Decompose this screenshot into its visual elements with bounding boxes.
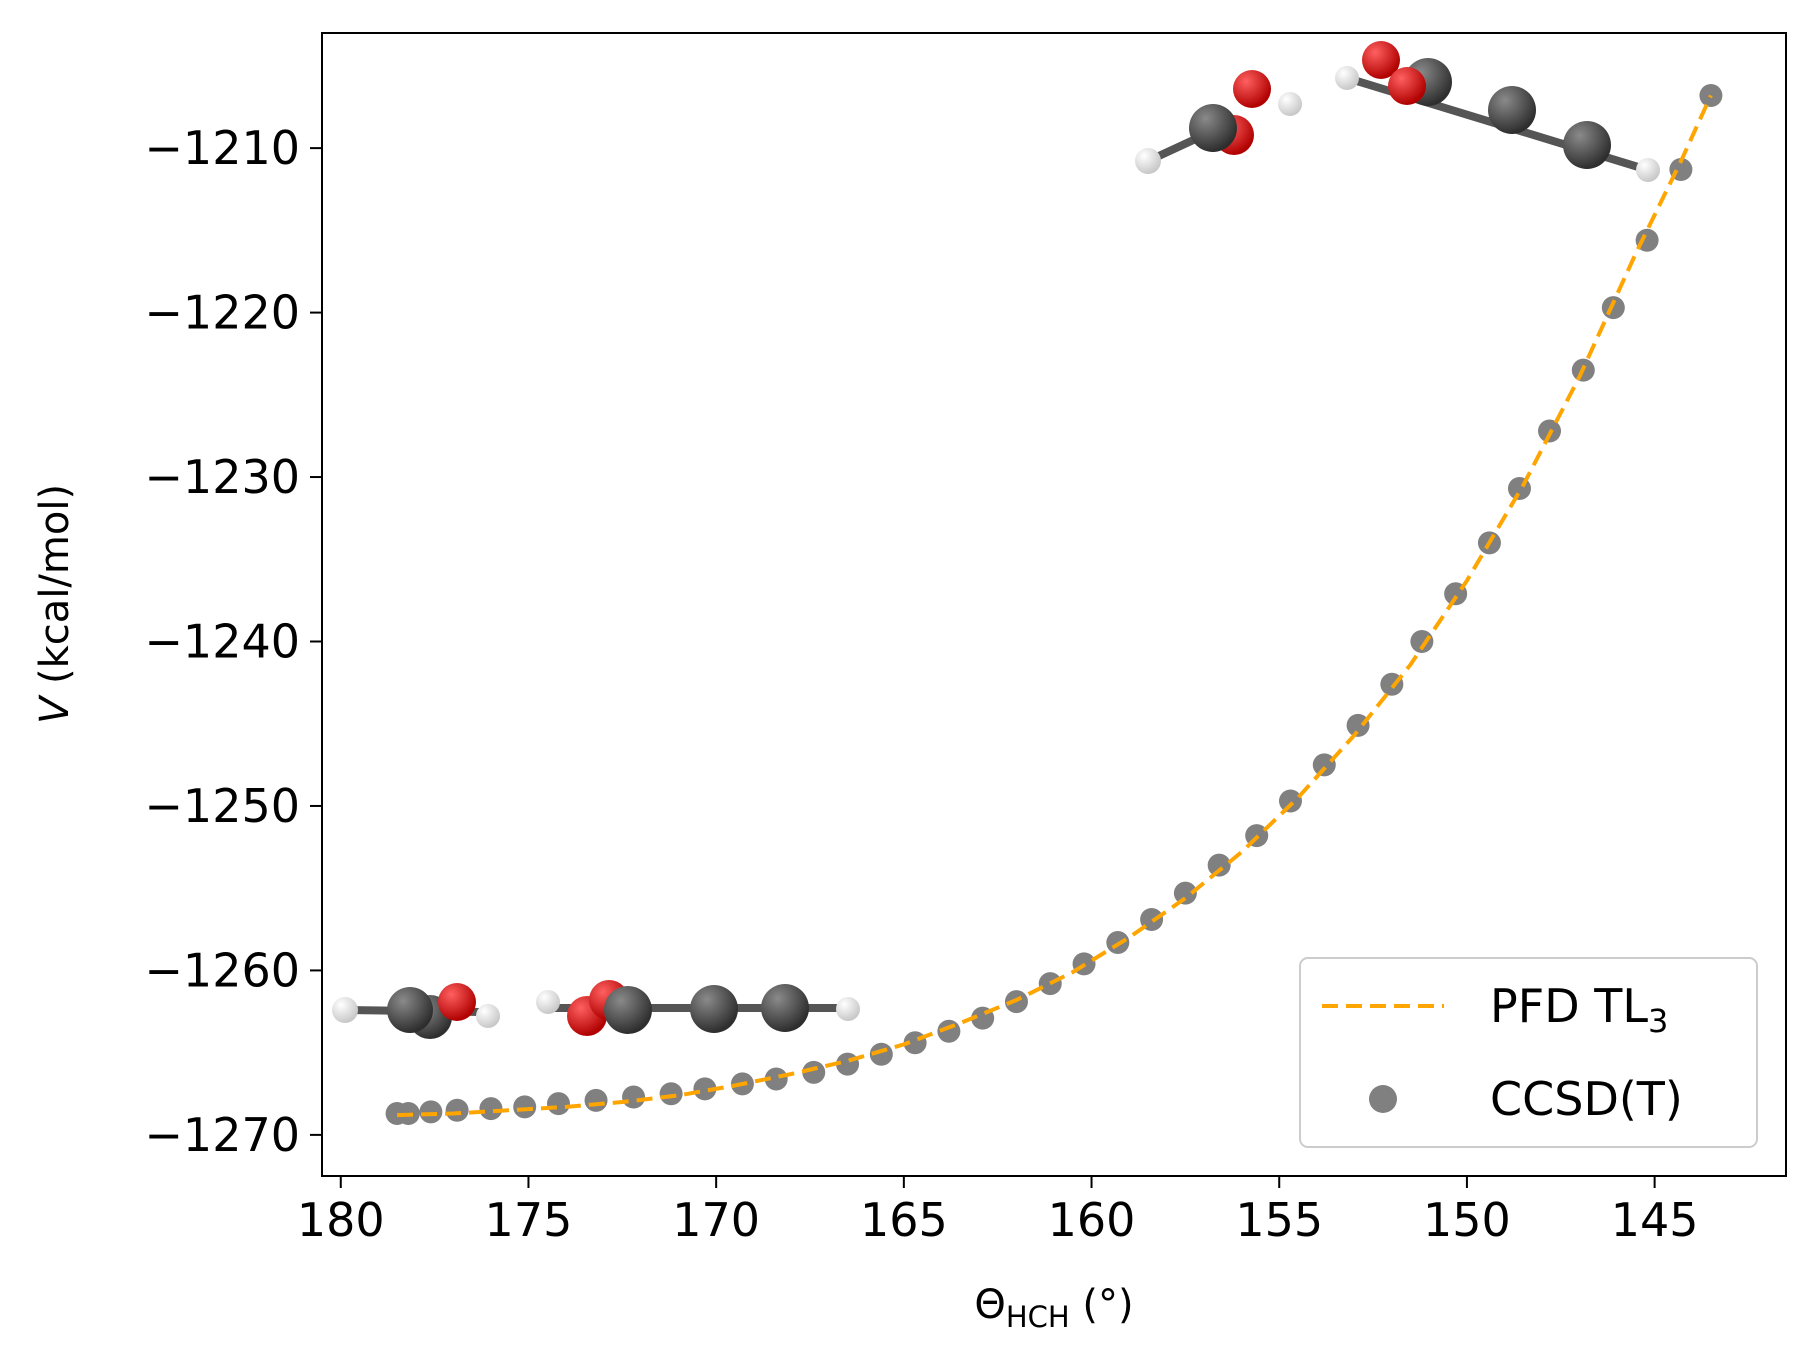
oxygen-atom bbox=[1388, 67, 1426, 105]
x-tick-label: 145 bbox=[1611, 1193, 1699, 1247]
x-axis-label-unit: (°) bbox=[1070, 1282, 1134, 1328]
carbon-atom bbox=[1189, 104, 1237, 152]
carbon-atom bbox=[1488, 86, 1536, 134]
x-axis-ticks: 180 175 170 165 160 155 150 145 bbox=[297, 1176, 1699, 1247]
oxygen-atom bbox=[1233, 70, 1271, 108]
y-tick-label: −1230 bbox=[144, 450, 300, 504]
fit-line bbox=[397, 94, 1713, 1118]
y-axis-label-unit: (kcal/mol) bbox=[32, 484, 78, 697]
data-point bbox=[584, 1088, 608, 1112]
data-point bbox=[693, 1077, 717, 1101]
x-tick-label: 165 bbox=[860, 1193, 948, 1247]
carbon-atom bbox=[1563, 121, 1611, 169]
data-point bbox=[1699, 83, 1723, 107]
y-tick-label: −1240 bbox=[144, 615, 300, 669]
data-point bbox=[1207, 853, 1231, 877]
fit-line-layer bbox=[397, 94, 1713, 1118]
data-point bbox=[1173, 881, 1197, 905]
oxygen-atom bbox=[438, 983, 476, 1021]
data-point bbox=[659, 1082, 683, 1106]
data-point bbox=[1278, 789, 1302, 813]
legend-points-label: CCSD(T) bbox=[1490, 1072, 1683, 1126]
y-tick-label: −1270 bbox=[144, 1108, 300, 1162]
x-tick-label: 170 bbox=[672, 1193, 760, 1247]
x-tick-label: 150 bbox=[1423, 1193, 1511, 1247]
y-tick-label: −1210 bbox=[144, 121, 300, 175]
carbon-atom bbox=[690, 985, 738, 1033]
hydrogen-atom bbox=[536, 990, 560, 1014]
carbon-atom bbox=[761, 984, 809, 1032]
carbon-atom bbox=[604, 986, 652, 1034]
data-point bbox=[622, 1085, 646, 1109]
data-point bbox=[764, 1067, 788, 1091]
carbon-atom bbox=[387, 987, 433, 1033]
legend: PFD TL3 CCSD(T) bbox=[1299, 957, 1758, 1148]
x-axis-label-main: Θ bbox=[974, 1282, 1005, 1328]
x-tick-label: 175 bbox=[485, 1193, 573, 1247]
data-point bbox=[1346, 713, 1370, 737]
data-point bbox=[1312, 753, 1336, 777]
hydrogen-atom bbox=[476, 1004, 500, 1028]
y-tick-label: −1220 bbox=[144, 286, 300, 340]
hydrogen-atom bbox=[836, 997, 860, 1021]
data-point bbox=[419, 1100, 443, 1124]
data-point bbox=[479, 1097, 503, 1121]
legend-points-swatch bbox=[1369, 1085, 1397, 1113]
x-tick-label: 180 bbox=[297, 1193, 385, 1247]
hydrogen-atom bbox=[1278, 92, 1302, 116]
y-axis-label: V (kcal/mol) bbox=[32, 484, 78, 724]
y-axis-label-variable: V bbox=[32, 694, 78, 724]
y-tick-label: −1250 bbox=[144, 779, 300, 833]
plot-frame bbox=[321, 32, 1787, 1177]
data-point bbox=[445, 1098, 469, 1122]
legend-fit-label: PFD TL3 bbox=[1490, 979, 1668, 1040]
legend-fit-label-main: PFD TL bbox=[1490, 979, 1648, 1033]
hydrogen-atom bbox=[1335, 66, 1359, 90]
hydrogen-atom bbox=[1636, 158, 1660, 182]
molecule-images bbox=[332, 41, 1660, 1039]
oxygen-atom bbox=[1362, 41, 1400, 79]
data-point bbox=[802, 1060, 826, 1084]
x-tick-label: 155 bbox=[1235, 1193, 1323, 1247]
data-point bbox=[869, 1042, 893, 1066]
data-point bbox=[546, 1092, 570, 1116]
legend-box bbox=[1299, 957, 1758, 1148]
x-axis-label-subscript: HCH bbox=[1006, 1300, 1070, 1334]
hydrogen-atom bbox=[332, 997, 358, 1023]
x-tick-label: 160 bbox=[1048, 1193, 1136, 1247]
y-tick-label: −1260 bbox=[144, 943, 300, 997]
hydrogen-atom bbox=[1135, 148, 1161, 174]
y-axis-ticks: −1270 −1260 −1250 −1240 −1230 −1220 −1210 bbox=[144, 121, 322, 1162]
legend-fit-label-subscript: 3 bbox=[1648, 1002, 1668, 1040]
x-axis-label: ΘHCH (°) bbox=[974, 1282, 1133, 1334]
data-point bbox=[513, 1095, 537, 1119]
